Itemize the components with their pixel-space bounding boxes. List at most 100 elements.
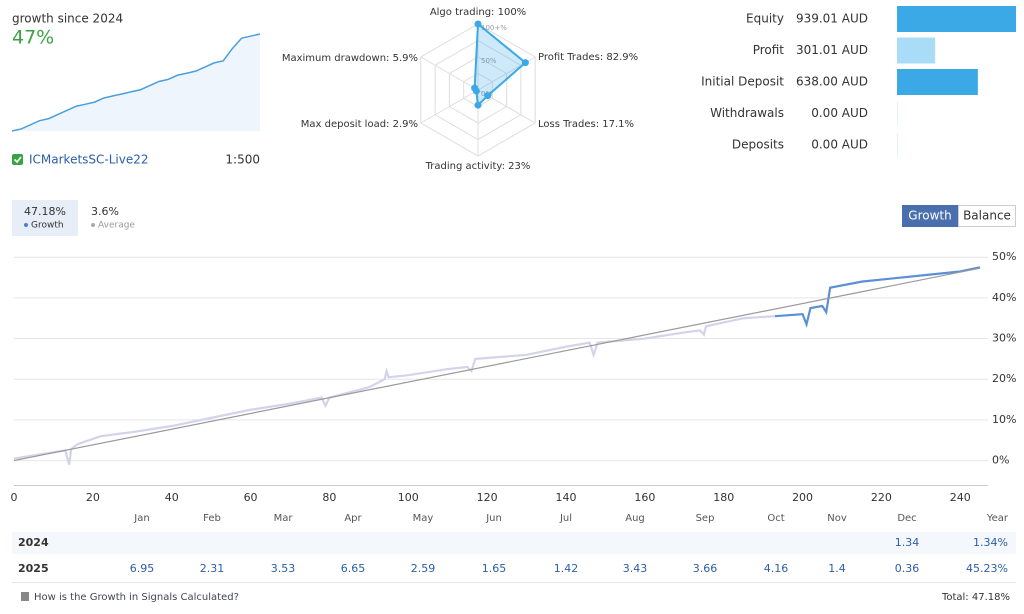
radar-label: Max deposit load: 2.9% [301,119,418,130]
table-cell: 3.53 [271,562,296,575]
x-tick-label: 100 [398,491,419,504]
balance-value: 638.00 AUD [796,75,868,89]
balance-label: Withdrawals [710,106,784,120]
radar-tick-label: 50% [481,57,497,65]
x-tick-label: 200 [792,491,813,504]
balance-value: 0.00 AUD [811,138,868,152]
account-name[interactable]: ICMarketsSC-Live22 [29,153,149,167]
table-cell: 1.34 [895,536,920,549]
radar-label: Loss Trades: 17.1% [538,119,634,130]
radar-label: Profit Trades: 82.9% [538,52,638,63]
month-header: Nov [827,513,847,524]
radar-label: Maximum drawdown: 5.9% [282,53,418,64]
total: Total: 47.18% [941,592,1010,603]
month-header: Aug [625,513,645,524]
y-tick-label: 0% [992,454,1009,467]
tab-value[interactable]: 3.6% [91,205,119,218]
tab-dot [24,223,28,227]
growth-value: 47% [12,27,54,49]
button-label[interactable]: Balance [963,209,1011,223]
tab-value[interactable]: 47.18% [24,205,66,218]
help-link[interactable]: How is the Growth in Signals Calculated? [34,592,239,603]
balance-value: 301.01 AUD [796,43,868,57]
radar-point [521,59,529,67]
row-year: 2025 [18,562,49,575]
x-tick-label: 140 [556,491,577,504]
table-cell: 0.36 [895,562,920,575]
sparkline-line [11,33,261,132]
radar-spoke [420,89,479,124]
sparkline-area [12,34,260,131]
balance-label: Initial Deposit [701,75,784,89]
radar-point [471,84,479,92]
y-tick-label: 40% [992,291,1016,304]
radar-label: Trading activity: 23% [425,161,531,172]
button-label[interactable]: Growth [908,209,951,223]
x-tick-label: 220 [871,491,892,504]
table-cell: 2.59 [411,562,436,575]
x-tick-label: 80 [322,491,336,504]
button-balance[interactable] [958,205,1016,227]
month-header: Apr [344,513,362,524]
balance-label: Equity [746,12,784,26]
table-cell: 6.65 [341,562,366,575]
tab-active [12,200,78,236]
check-mark [13,156,22,164]
month-header: Feb [203,513,221,524]
x-tick-label: 180 [713,491,734,504]
help-icon [21,592,29,601]
table-cell: 1.34% [973,536,1008,549]
x-tick-label: 60 [244,491,258,504]
month-header: Year [986,513,1009,524]
button-growth[interactable] [902,205,958,227]
table-cell: 1.65 [482,562,507,575]
x-tick-label: 40 [165,491,179,504]
series-line [13,315,776,465]
x-tick-label: 120 [477,491,498,504]
table-cell: 4.16 [764,562,789,575]
radar-tick-label: 100+% [481,24,507,32]
radar-label: Algo trading: 100% [430,7,526,18]
month-header: Oct [767,513,784,524]
table-cell: 3.43 [623,562,648,575]
x-tick-label: 240 [950,491,971,504]
month-header: Jul [559,513,572,524]
balance-value: 0.00 AUD [811,106,868,120]
table-cell: 3.66 [693,562,718,575]
radar-spoke [420,56,479,91]
table-cell: 1.4 [828,562,846,575]
month-header: Dec [897,513,916,524]
month-header: Jan [133,513,149,524]
balance-bar [897,37,936,64]
month-header: May [413,513,434,524]
balance-bar [897,69,978,95]
tab-label[interactable]: Average [98,221,135,231]
series-line [774,266,981,328]
x-tick-label: 0 [11,491,18,504]
growth-caption: growth since 2024 [12,12,123,26]
leverage: 1:500 [225,153,260,167]
y-tick-label: 50% [992,250,1016,263]
month-header: Mar [274,513,294,524]
x-tick-label: 160 [634,491,655,504]
tab-label[interactable]: Growth [31,221,64,231]
balance-label: Deposits [732,138,784,152]
x-tick-label: 20 [86,491,100,504]
table-cell: 1.42 [554,562,579,575]
series-line [13,267,981,462]
row-stripe [12,532,1016,554]
table-cell: 6.95 [130,562,155,575]
tab-dot [91,223,95,227]
radar-point [484,92,492,100]
balance-bar [897,6,1016,32]
row-year: 2024 [18,536,49,549]
balance-label: Profit [753,43,785,57]
balance-value: 939.01 AUD [796,12,868,26]
y-tick-label: 10% [992,413,1016,426]
radar-point [474,20,482,28]
table-cell: 45.23% [966,562,1008,575]
y-tick-label: 30% [992,332,1016,345]
table-cell: 2.31 [200,562,225,575]
